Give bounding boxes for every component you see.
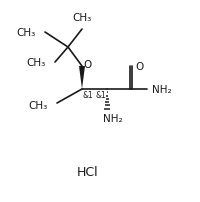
Text: CH₃: CH₃ [72,13,92,23]
Text: O: O [84,60,92,70]
Text: NH₂: NH₂ [103,114,123,123]
Text: CH₃: CH₃ [17,28,36,38]
Text: &1: &1 [83,91,93,100]
Text: NH₂: NH₂ [152,85,172,95]
Text: CH₃: CH₃ [29,101,48,110]
Text: CH₃: CH₃ [27,58,46,68]
Text: HCl: HCl [77,166,99,179]
Text: &1: &1 [96,91,106,100]
Text: O: O [135,62,143,72]
Polygon shape [79,67,85,89]
